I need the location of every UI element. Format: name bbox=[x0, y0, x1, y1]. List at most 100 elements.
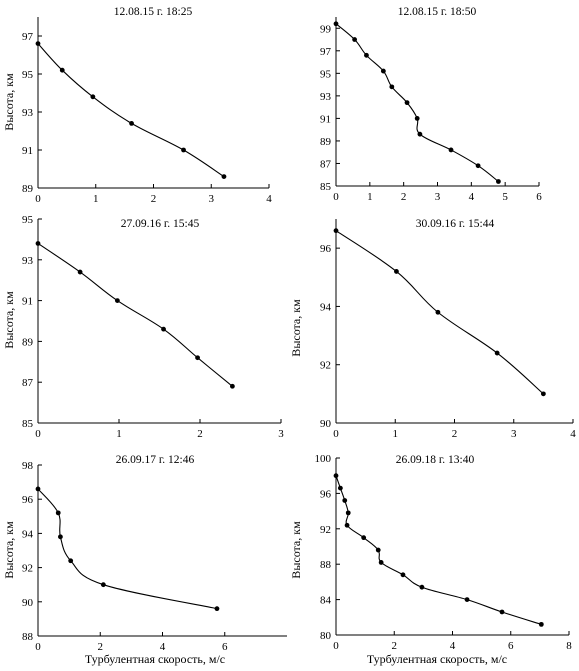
panel-2-ytick-label: 95 bbox=[320, 68, 332, 80]
panel-3-xtick-label: 0 bbox=[35, 428, 41, 440]
panel-2-data-point bbox=[364, 52, 369, 58]
panel-4-ytick-label: 90 bbox=[320, 418, 332, 430]
panel-5-ytick-label: 90 bbox=[22, 597, 34, 609]
panel-5-ytick-label: 92 bbox=[22, 563, 33, 575]
panel-1-ytick-label: 91 bbox=[22, 145, 33, 157]
panel-1-series-line bbox=[37, 43, 225, 178]
panel-2-title: 12.08.15 г. 18:50 bbox=[398, 6, 477, 18]
panel-4-data-point bbox=[540, 391, 546, 397]
panel-5-xtick-label: 0 bbox=[35, 641, 41, 653]
panel-6-xlabel: Турбулентная скорость, м/с bbox=[367, 652, 507, 666]
panel-6-xtick-label: 8 bbox=[566, 640, 572, 652]
panel-6-data-point bbox=[345, 510, 351, 516]
panel-2-ytick-label: 97 bbox=[320, 46, 332, 58]
panel-6-ytick-label: 88 bbox=[320, 559, 332, 571]
panel-4-xtick-label: 2 bbox=[452, 428, 458, 440]
panel-6-xtick-label: 2 bbox=[392, 640, 398, 652]
panel-1-ytick-label: 95 bbox=[22, 69, 34, 81]
panel-6-ytick-label: 92 bbox=[320, 524, 331, 536]
panel-2-xtick-label: 4 bbox=[469, 191, 475, 203]
panel-2-ytick-label: 85 bbox=[320, 181, 332, 193]
panel-2: 12.08.15 г. 18:50 85 87 89 91 93 95 97 99 0 1 2 3 4 5… bbox=[320, 6, 542, 203]
panel-5: 26.09.17 г. 12:46 Высота, км Турбулентна… bbox=[2, 454, 287, 666]
panel-2-data-point bbox=[389, 84, 395, 90]
panel-5-xtick-label: 6 bbox=[222, 641, 228, 653]
panel-3-ylabel: Высота, км bbox=[2, 291, 16, 349]
panel-5-data-point bbox=[35, 486, 41, 492]
panel-2-ytick-label: 87 bbox=[320, 158, 332, 170]
panel-3-xtick-label: 3 bbox=[278, 428, 284, 440]
panel-3-ytick-label: 89 bbox=[22, 336, 34, 348]
panel-3-data-point bbox=[77, 269, 83, 275]
panel-2-xtick-label: 1 bbox=[367, 191, 373, 203]
panel-3-series-line bbox=[37, 243, 233, 387]
panel-2-ytick-label: 91 bbox=[320, 113, 331, 125]
panel-6-ytick-label: 100 bbox=[315, 453, 332, 465]
panel-3: 27.09.16 г. 15:45 Высота, км 85 87 89 91 93 9… bbox=[2, 214, 284, 440]
panel-2-xtick-label: 5 bbox=[502, 191, 508, 203]
panel-2-data-point bbox=[496, 179, 501, 184]
panel-2-xtick-label: 0 bbox=[333, 191, 339, 203]
panel-6-xtick-label: 0 bbox=[333, 640, 339, 652]
panel-2-ytick-label: 99 bbox=[320, 23, 332, 35]
panel-5-xtick-label: 4 bbox=[160, 641, 166, 653]
panel-2-series-line bbox=[335, 23, 499, 182]
panel-6-data-point bbox=[419, 584, 425, 590]
panel-2-data-point bbox=[333, 21, 339, 27]
panel-3-data-point bbox=[161, 326, 166, 332]
panel-6-ytick-label: 80 bbox=[320, 630, 332, 642]
panel-1-ytick-label: 93 bbox=[22, 107, 34, 119]
panel-1: 12.08.15 г. 18:25 Высота, км 89 91 93 95 97 0… bbox=[2, 6, 272, 205]
panel-5-xtick-label: 2 bbox=[98, 641, 104, 653]
panel-4-data-point bbox=[394, 269, 399, 274]
panel-1-xtick-label: 0 bbox=[35, 193, 41, 205]
panel-1-ytick-label: 89 bbox=[22, 183, 34, 195]
panel-4-xtick-label: 4 bbox=[570, 428, 576, 440]
panel-3-title: 27.09.16 г. 15:45 bbox=[121, 218, 200, 230]
panel-1-data-point bbox=[181, 147, 186, 153]
panel-2-ytick-label: 89 bbox=[320, 136, 332, 148]
panel-6-data-point bbox=[464, 597, 470, 602]
panel-3-data-point bbox=[114, 298, 120, 303]
panel-3-ytick-label: 87 bbox=[22, 377, 34, 389]
panel-5-xlabel: Турбулентная скорость, м/с bbox=[85, 652, 225, 666]
panel-4-data-point bbox=[435, 309, 441, 315]
panel-4-data-point bbox=[333, 228, 339, 234]
panel-4-ytick-label: 94 bbox=[320, 301, 332, 313]
panel-4: 30.09.16 г. 15:44 Высота, км 90 92 94 96 0 1 2… bbox=[289, 218, 576, 440]
panel-5-data-point bbox=[55, 510, 61, 516]
panel-6-data-point bbox=[342, 498, 348, 503]
panel-1-title: 12.08.15 г. 18:25 bbox=[114, 6, 193, 18]
panel-2-xtick-label: 6 bbox=[536, 191, 542, 203]
panel-6-ytick-label: 84 bbox=[320, 595, 332, 607]
panel-4-xtick-label: 0 bbox=[333, 428, 339, 440]
panel-6-xtick-label: 4 bbox=[450, 640, 456, 652]
panel-3-ytick-label: 93 bbox=[22, 255, 34, 267]
panel-2-xtick-label: 2 bbox=[401, 191, 407, 203]
panel-6-data-point bbox=[499, 609, 505, 615]
panel-1-data-point bbox=[59, 67, 65, 73]
panel-1-xtick-label: 3 bbox=[209, 193, 215, 205]
panel-6-data-point bbox=[378, 560, 384, 565]
panel-5-data-point bbox=[214, 606, 220, 612]
panel-1-ylabel: Высота, км bbox=[2, 73, 16, 131]
panel-2-xtick-label: 3 bbox=[435, 191, 441, 203]
panel-3-xtick-label: 1 bbox=[116, 428, 122, 440]
panel-2-data-point bbox=[448, 147, 454, 153]
panel-1-xtick-label: 1 bbox=[93, 193, 99, 205]
panel-6-ytick-label: 96 bbox=[320, 488, 332, 500]
panel-4-data-point bbox=[494, 350, 500, 356]
panel-3-ytick-label: 95 bbox=[22, 214, 34, 226]
panel-1-xtick-label: 2 bbox=[151, 193, 157, 205]
panel-6: 26.09.18 г. 13:40 Высота, км Турбулентна… bbox=[289, 453, 572, 666]
panel-1-data-point bbox=[35, 41, 41, 46]
panel-6-data-point bbox=[337, 485, 343, 491]
panel-6-title: 26.09.18 г. 13:40 bbox=[396, 454, 475, 466]
panel-3-data-point bbox=[230, 383, 235, 389]
panel-4-title: 30.09.16 г. 15:44 bbox=[416, 218, 495, 230]
panel-2-data-point bbox=[475, 163, 481, 169]
panel-2-data-point bbox=[414, 116, 420, 121]
panel-2-ytick-label: 93 bbox=[320, 91, 332, 103]
panel-1-data-point bbox=[129, 121, 134, 126]
panel-5-data-point bbox=[100, 582, 106, 588]
